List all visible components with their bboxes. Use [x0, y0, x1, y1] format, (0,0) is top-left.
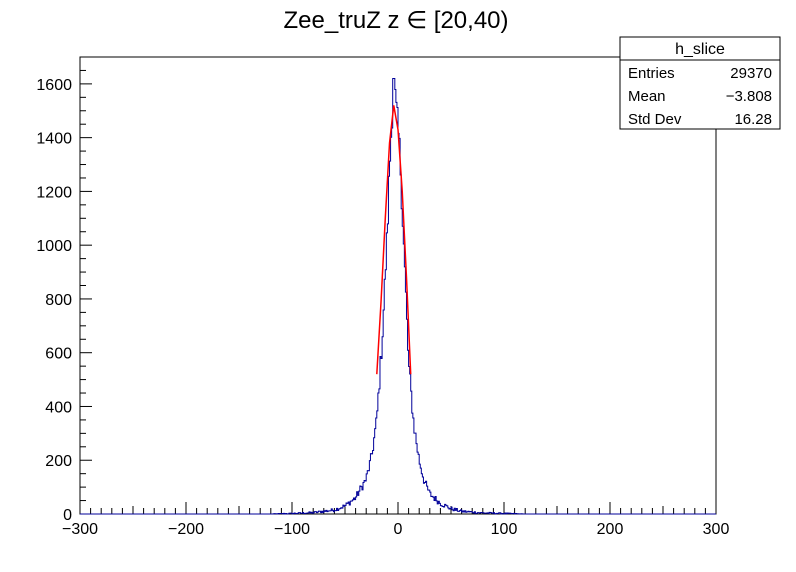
stats-stddev-value: 16.28: [734, 111, 772, 128]
x-tick-label: −200: [168, 521, 204, 538]
y-tick-label: 1200: [36, 184, 72, 201]
y-tick-label: 0: [63, 507, 72, 524]
stats-mean-label: Mean: [628, 88, 666, 105]
x-tick-label: 100: [491, 521, 518, 538]
y-tick-label: 600: [45, 346, 72, 363]
y-tick-label: 1600: [36, 77, 72, 94]
stats-entries-value: 29370: [730, 65, 772, 82]
stats-box-frame: [619, 36, 781, 130]
chart-title: Zee_truZ z ∈ [20,40): [284, 7, 509, 34]
y-tick-label: 200: [45, 453, 72, 470]
stats-box-title: h_slice: [675, 41, 725, 58]
stats-mean-value: −3.808: [726, 88, 772, 105]
x-tick-label: 200: [597, 521, 624, 538]
stats-box: h_slice Entries 29370 Mean −3.808 Std De…: [619, 36, 781, 130]
fit-curve: [376, 105, 412, 375]
y-tick-label: 400: [45, 399, 72, 416]
x-tick-label: 300: [703, 521, 730, 538]
x-tick-label: 0: [394, 521, 403, 538]
histogram-series-h-slice: [80, 78, 716, 515]
y-tick-label: 800: [45, 292, 72, 309]
stats-stddev-label: Std Dev: [628, 111, 682, 128]
y-tick-label: 1000: [36, 238, 72, 255]
y-tick-label: 1400: [36, 131, 72, 148]
x-tick-label: −300: [62, 521, 98, 538]
stats-entries-label: Entries: [628, 65, 675, 82]
x-tick-label: −100: [274, 521, 310, 538]
